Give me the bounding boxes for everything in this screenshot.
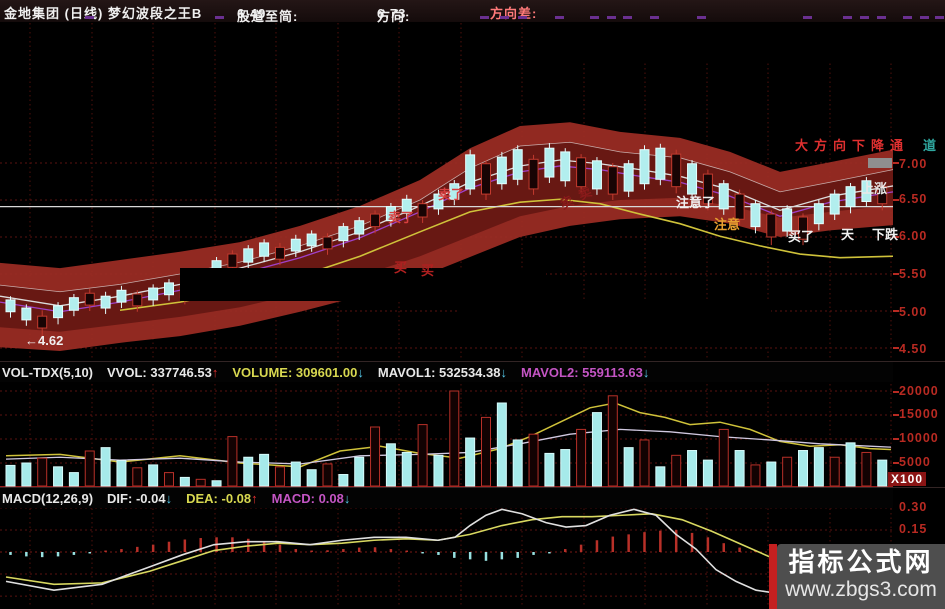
watermark-red-strip: [769, 544, 777, 609]
volume-ma-lines: [5, 402, 892, 468]
pane-divider: [0, 361, 945, 362]
blackout-box-lower: [458, 300, 771, 345]
up-arrow-icon: ↑: [251, 490, 258, 506]
volume-indicator-name: VOL-TDX(5,10): [2, 364, 94, 380]
macd-value: MACD: 0.08↓: [271, 490, 351, 506]
macd-header: MACD(12,26,9) DIF: -0.04↓ DEA: -0.08↑ MA…: [0, 488, 893, 508]
watermark-url: www.zbgs3.com: [785, 578, 937, 601]
down-arrow-icon: ↓: [357, 364, 364, 380]
down-arrow-icon: ↓: [642, 364, 650, 380]
chart-annotation: ←4.62: [25, 333, 64, 348]
chart-annotation: 卖了: [388, 210, 415, 225]
dif-value: DIF: -0.04↓: [107, 490, 173, 506]
dea-value: DEA: -0.08↑: [186, 490, 258, 506]
indicator-fangxiangcha: 方向差:: [490, 6, 538, 21]
pane-divider: [0, 487, 945, 488]
mavol1-value: MAVOL1: 532534.38↓: [377, 364, 507, 380]
watermark-site-name: 指标公式网: [788, 547, 934, 577]
chart-annotation: 注意: [714, 217, 741, 232]
macd-indicator-name: MACD(12,26,9): [2, 490, 94, 506]
down-arrow-icon: ↓: [343, 490, 351, 506]
vvol-value: VVOL: 337746.53↑: [107, 364, 219, 380]
chart-annotation: 下跌: [872, 227, 899, 242]
mavol2-value: MAVOL2: 559113.63↓: [520, 364, 650, 380]
macd-axis-label: 0.30: [899, 500, 928, 514]
candles: [5, 143, 888, 340]
price-axis-label: 5.00: [899, 305, 928, 319]
chart-annotation: 买: [394, 260, 408, 275]
volume-axis-label: 20000: [899, 384, 939, 398]
macd-axis-label: 0.15: [899, 522, 928, 536]
chart-annotation: 卖了: [438, 187, 465, 202]
up-arrow-icon: ↑: [377, 6, 385, 21]
volume-axis-label: 10000: [899, 431, 939, 445]
volume-axis-label: 5000: [899, 455, 931, 469]
down-arrow-icon: ↓: [165, 490, 173, 506]
watermark-body: 指标公式网 www.zbgs3.com: [777, 544, 945, 609]
chart-annotation: 买了: [788, 229, 815, 244]
price-axis-label: 6.00: [899, 229, 928, 243]
title-bar: 金地集团 (日线) 梦幻波段之王B 股道至简: 6.49 方向: 6.73 ↑ 方…: [0, 0, 945, 24]
chart-annotation: 上涨: [861, 181, 888, 196]
chart-annotation: 道: [923, 138, 937, 153]
grey-label-box: [868, 158, 892, 168]
macd-lines: [5, 508, 892, 594]
volume-unit-label: X100: [888, 472, 927, 486]
price-axis-label: 6.50: [899, 192, 928, 206]
volume-value: VOLUME: 309601.00↓: [232, 364, 364, 380]
stock-title: 金地集团 (日线) 梦幻波段之王B: [4, 6, 203, 21]
volume-axis-label: 15000: [899, 407, 939, 421]
volume-bars: [5, 390, 888, 487]
price-axis-label: 7.00: [899, 157, 928, 171]
chart-annotation: 买: [421, 263, 435, 278]
down-arrow-icon: ↓: [500, 364, 507, 380]
blackout-box-middle: [180, 268, 546, 301]
subtext-marks: [85, 16, 94, 19]
price-axis-label: 5.50: [899, 267, 928, 281]
chart-annotation: 注意了: [676, 195, 716, 210]
chart-annotation: 天: [841, 227, 855, 242]
volume-header: VOL-TDX(5,10) VVOL: 337746.53↑ VOLUME: 3…: [0, 362, 893, 382]
up-arrow-icon: ↑: [211, 364, 219, 380]
price-axis-label: 4.50: [899, 342, 928, 356]
chart-annotation: 大方向下降通: [795, 138, 910, 153]
watermark: 指标公式网 www.zbgs3.com: [769, 544, 945, 609]
